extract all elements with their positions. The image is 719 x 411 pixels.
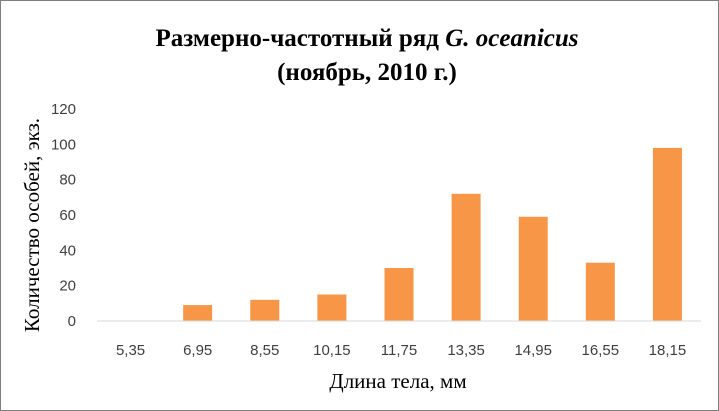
x-tick-label: 5,35 xyxy=(116,342,145,359)
bar xyxy=(451,193,481,321)
x-tick-label: 10,15 xyxy=(313,342,351,359)
x-tick-label: 6,95 xyxy=(183,342,212,359)
y-tick-label: 60 xyxy=(59,207,76,224)
x-tick-label: 16,55 xyxy=(582,342,620,359)
y-axis-ticks: 0 20 40 60 80 100 120 xyxy=(51,101,76,330)
x-tick-label: 18,15 xyxy=(649,342,687,359)
y-tick-label: 80 xyxy=(59,172,76,189)
bar xyxy=(183,305,213,321)
bar xyxy=(384,268,414,321)
bar xyxy=(250,299,280,321)
bar xyxy=(518,216,548,321)
chart-title-species: G. oceanicus xyxy=(445,25,578,52)
chart-title-main: Размерно-частотный ряд xyxy=(155,25,439,52)
chart-subtitle: (ноябрь, 2010 г.) xyxy=(277,59,457,86)
bar xyxy=(652,147,682,321)
y-tick-label: 0 xyxy=(68,313,76,330)
chart-title: Размерно-частотный ряд G. oceanicus xyxy=(155,25,578,52)
y-tick-label: 120 xyxy=(51,101,76,118)
x-tick-label: 13,35 xyxy=(447,342,485,359)
bars xyxy=(183,147,682,321)
x-tick-label: 14,95 xyxy=(514,342,552,359)
x-axis-ticks: 5,35 6,95 8,55 10,15 11,75 13,35 14,95 16,55 18,… xyxy=(116,342,686,359)
y-tick-label: 100 xyxy=(51,136,76,153)
y-axis-label: Количество особей, экз. xyxy=(20,118,44,332)
x-tick-label: 8,55 xyxy=(250,342,279,359)
x-tick-label: 11,75 xyxy=(381,342,417,359)
bar xyxy=(317,294,347,321)
y-tick-label: 20 xyxy=(59,278,76,295)
bar xyxy=(585,262,615,321)
x-axis-label: Длина тела, мм xyxy=(329,369,466,393)
y-tick-label: 40 xyxy=(59,242,76,259)
